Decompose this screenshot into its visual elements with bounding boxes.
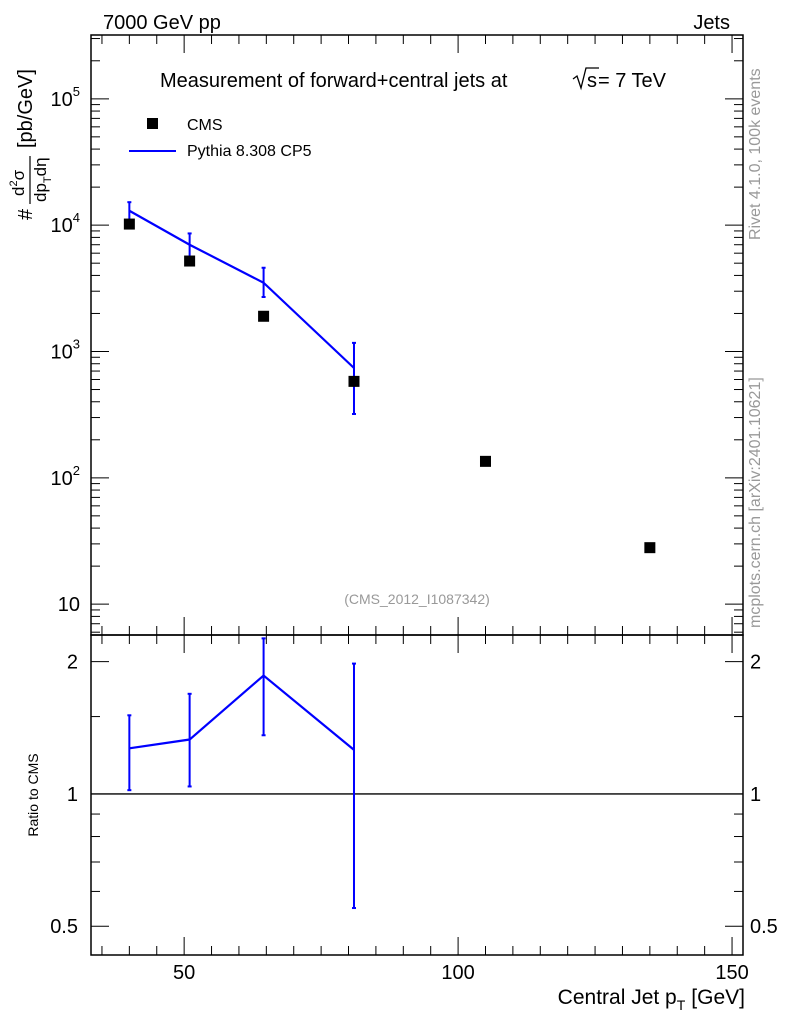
ylabel-num-sym: σ [9, 169, 28, 180]
main-y-axis-label: # d2σ dpTdη [pb/GeV] [8, 69, 54, 220]
main-series [123, 201, 656, 554]
x-axis-label: Central Jet pT [GeV] [558, 986, 745, 1013]
svg-text:dpTdη: dpTdη [31, 157, 54, 202]
xlabel-sub: T [677, 997, 686, 1013]
ratio-y-tick-label-right: 1 [750, 784, 761, 806]
ylabel-den-tail: dη [31, 157, 50, 176]
rivet-version-label: Rivet 4.1.0, 100k events [747, 68, 764, 240]
ratio-y-tick-label: 0.5 [50, 916, 78, 938]
xlabel-unit: [GeV] [691, 986, 745, 1009]
ylabel-num: d [9, 187, 28, 196]
x-tick-label: 50 [173, 962, 195, 984]
svg-text:d2σ: d2σ [8, 169, 28, 196]
analysis-id-label: (CMS_2012_I1087342) [344, 591, 490, 607]
header-left-label: 7000 GeV pp [103, 12, 221, 34]
pythia-line [128, 209, 355, 369]
main-y-tick-label: 105 [51, 84, 80, 111]
sqrt-s-symbol: s [572, 67, 599, 92]
chart-title-prefix: Measurement of forward+central jets at [160, 70, 508, 92]
xlabel-main: Central Jet p [558, 986, 677, 1009]
cms-data-point [184, 255, 196, 267]
main-y-tick-label: 103 [51, 336, 80, 363]
chart-title-suffix: = 7 TeV [598, 70, 667, 92]
cms-data-point [123, 218, 135, 230]
legend-cms-marker [147, 118, 158, 129]
legend-cms-label: CMS [187, 117, 223, 134]
cms-data-point [348, 375, 360, 387]
ylabel-den-sub: T [42, 176, 54, 183]
main-y-tick-labels: 10 102 103 104 105 [51, 84, 80, 616]
ylabel-unit: [pb/GeV] [15, 69, 37, 148]
cms-data-point [479, 455, 491, 467]
chart-title-sqrt: s [587, 70, 597, 92]
ylabel-den: dp [31, 183, 50, 202]
header-right-label: Jets [693, 12, 730, 34]
ratio-pythia-line [129, 674, 355, 751]
mcplots-label: mcplots.cern.ch [arXiv:2401.10621] [747, 377, 764, 628]
main-y-tick-label: 102 [51, 463, 80, 490]
ratio-panel-frame [90, 634, 744, 956]
ratio-y-tick-label: 1 [67, 784, 78, 806]
ratio-axis-ticks [91, 635, 743, 955]
main-axis-ticks [91, 35, 743, 635]
legend: CMS Pythia 8.308 CP5 [129, 117, 312, 160]
ratio-y-axis-label: Ratio to CMS [25, 753, 41, 836]
main-y-tick-label: 104 [51, 210, 80, 237]
ratio-y-tick-label: 2 [67, 652, 78, 674]
svg-text:[pb/GeV]: [pb/GeV] [15, 69, 37, 148]
cms-data-point [644, 542, 656, 554]
ratio-series [91, 637, 743, 910]
ylabel-num-sup: 2 [8, 180, 20, 186]
main-y-tick-label: 10 [58, 594, 80, 616]
chart-title: Measurement of forward+central jets at [160, 70, 508, 92]
x-tick-label: 150 [715, 962, 748, 984]
cms-data-point [258, 310, 270, 322]
ratio-y-tick-label-right: 2 [750, 652, 761, 674]
ratio-y-tick-label-right: 0.5 [750, 916, 778, 938]
ylabel-hash: # [15, 208, 37, 220]
legend-pythia-label: Pythia 8.308 CP5 [187, 143, 312, 160]
ratio-tick-labels: 0.5 0.5 1 1 2 2 50 100 150 [50, 652, 778, 984]
x-tick-label: 100 [441, 962, 474, 984]
svg-text:#: # [15, 208, 37, 220]
